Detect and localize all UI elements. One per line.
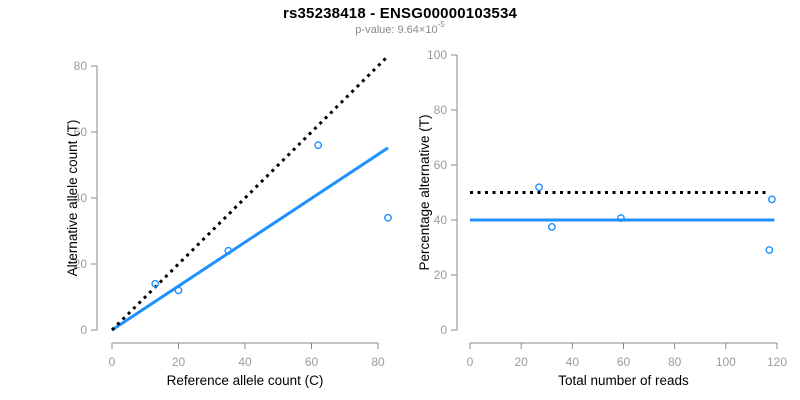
- y-axis-tick-label: 100: [427, 48, 447, 62]
- y-axis-tick-label: 20: [74, 257, 88, 271]
- y-axis-tick-label: 80: [434, 103, 448, 117]
- y-axis-tick-label: 20: [434, 268, 448, 282]
- x-axis-tick-label: 80: [668, 355, 682, 369]
- data-point: [384, 213, 392, 222]
- x-axis-tick-label: 40: [566, 355, 580, 369]
- figure-subtitle: p-value: 9.64×10-5: [0, 21, 800, 36]
- data-point: [767, 195, 776, 204]
- y-axis-title: Alternative allele count (T): [65, 120, 80, 277]
- figure-title: rs35238418 - ENSG00000103534: [282, 5, 518, 22]
- data-point: [174, 286, 183, 295]
- x-axis-tick-label: 20: [172, 355, 186, 369]
- data-point: [617, 214, 625, 222]
- y-axis-tick-label: 0: [80, 323, 87, 337]
- p-value-text: p-value: 9.64×10: [355, 24, 438, 36]
- x-axis-tick-label: 60: [617, 355, 631, 369]
- data-point: [547, 222, 556, 231]
- x-axis-tick-label: 0: [109, 355, 116, 369]
- fitted-proportion-line: [111, 146, 389, 332]
- x-axis-tick-label: 0: [467, 355, 474, 369]
- y-axis-tick-label: 0: [440, 323, 447, 337]
- x-axis-tick-label: 40: [238, 355, 252, 369]
- data-point: [535, 183, 543, 192]
- identity-line: [110, 56, 388, 332]
- left-scatter-plot: 0 20 40 60 80 0 20 40 60 80 Reference allele count…: [65, 56, 392, 388]
- y-axis-tick-label: 60: [74, 125, 88, 139]
- data-point: [314, 141, 323, 150]
- x-axis-title: Reference allele count (C): [167, 373, 324, 388]
- data-point: [224, 246, 233, 255]
- x-axis-title: Total number of reads: [558, 373, 689, 388]
- y-axis-tick-label: 40: [434, 213, 448, 227]
- x-axis-tick-label: 100: [716, 355, 736, 369]
- y-axis-tick-label: 80: [74, 59, 88, 73]
- x-axis-tick-label: 80: [371, 355, 385, 369]
- y-axis-tick-label: 60: [434, 158, 448, 172]
- right-scatter-plot: 0 20 40 60 80 100 120 0 20 40 60 80 100 Total number …: [417, 48, 787, 388]
- p-value-exponent: -5: [437, 20, 445, 30]
- x-axis-tick-label: 60: [305, 355, 319, 369]
- y-axis-title: Percentage alternative (T): [417, 114, 432, 270]
- x-axis-tick-label: 120: [767, 355, 787, 369]
- x-axis-tick-label: 20: [514, 355, 528, 369]
- data-point: [765, 246, 774, 254]
- y-axis-tick-label: 40: [74, 191, 88, 205]
- data-point: [151, 279, 160, 288]
